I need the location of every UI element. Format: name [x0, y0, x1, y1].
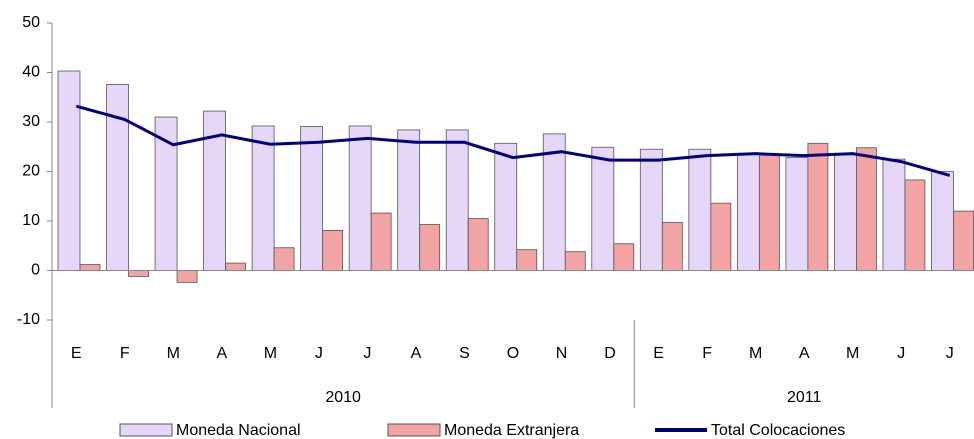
bar	[710, 202, 732, 271]
legend-swatch	[387, 423, 441, 437]
bar	[661, 222, 683, 271]
x-tick-label: J	[897, 345, 905, 362]
y-tick-label: 20	[22, 163, 40, 180]
bar	[397, 129, 421, 271]
bar	[736, 153, 760, 271]
bar	[785, 157, 809, 271]
bar	[57, 70, 81, 271]
bar	[273, 247, 295, 271]
bar	[688, 148, 712, 271]
x-tick-label: M	[749, 345, 762, 362]
bar	[516, 249, 538, 271]
x-tick-label: A	[411, 345, 422, 362]
bar	[445, 129, 469, 271]
y-tick-label: 0	[31, 262, 40, 279]
x-tick-label: O	[507, 345, 519, 362]
x-tick-label: M	[167, 345, 180, 362]
bar	[613, 243, 635, 271]
group-label: 2011	[787, 389, 822, 406]
bar	[300, 126, 324, 271]
x-tick-label: S	[459, 345, 470, 362]
bar	[225, 262, 246, 271]
bar	[176, 270, 198, 283]
bar	[128, 270, 149, 277]
bar	[494, 142, 518, 271]
x-tick-label: J	[363, 345, 371, 362]
line	[75, 104, 951, 177]
x-tick-label: A	[799, 345, 810, 362]
y-tick-label: -10	[17, 311, 40, 328]
bar	[79, 264, 101, 271]
x-tick-label: D	[604, 345, 616, 362]
bar	[834, 153, 857, 271]
bar	[856, 147, 877, 271]
x-tick-label: F	[702, 345, 712, 362]
y-tick-label: 40	[22, 64, 40, 81]
group-label: 2010	[325, 389, 361, 406]
x-tick-label: M	[264, 345, 277, 362]
y-tick-label: 50	[22, 14, 40, 31]
bar	[931, 171, 954, 271]
x-tick-label: J	[315, 345, 323, 362]
bar	[882, 158, 906, 271]
legend-label: Total Colocaciones	[711, 422, 845, 439]
bar	[348, 125, 372, 271]
bar	[370, 212, 392, 271]
bar	[467, 218, 489, 271]
x-tick-label: N	[556, 345, 568, 362]
bar	[904, 179, 926, 271]
legend-label: Moneda Extranjera	[444, 422, 579, 439]
bar	[953, 210, 974, 271]
bar	[251, 125, 275, 271]
y-tick-label: 30	[22, 113, 40, 130]
x-tick-label: F	[120, 345, 130, 362]
bar	[564, 251, 586, 271]
x-tick-label: E	[653, 345, 664, 362]
x-tick-label: A	[217, 345, 228, 362]
y-tick-label: 10	[22, 212, 40, 229]
legend-label: Moneda Nacional	[176, 422, 301, 439]
bar	[639, 148, 663, 271]
bar	[758, 153, 780, 271]
x-tick-label: M	[846, 345, 859, 362]
bar	[322, 230, 344, 271]
x-tick-label: J	[946, 345, 954, 362]
legend-swatch	[119, 423, 173, 437]
bar	[591, 146, 615, 271]
bar	[419, 224, 441, 271]
x-tick-label: E	[71, 345, 82, 362]
bar	[106, 83, 129, 271]
bar	[807, 142, 829, 271]
